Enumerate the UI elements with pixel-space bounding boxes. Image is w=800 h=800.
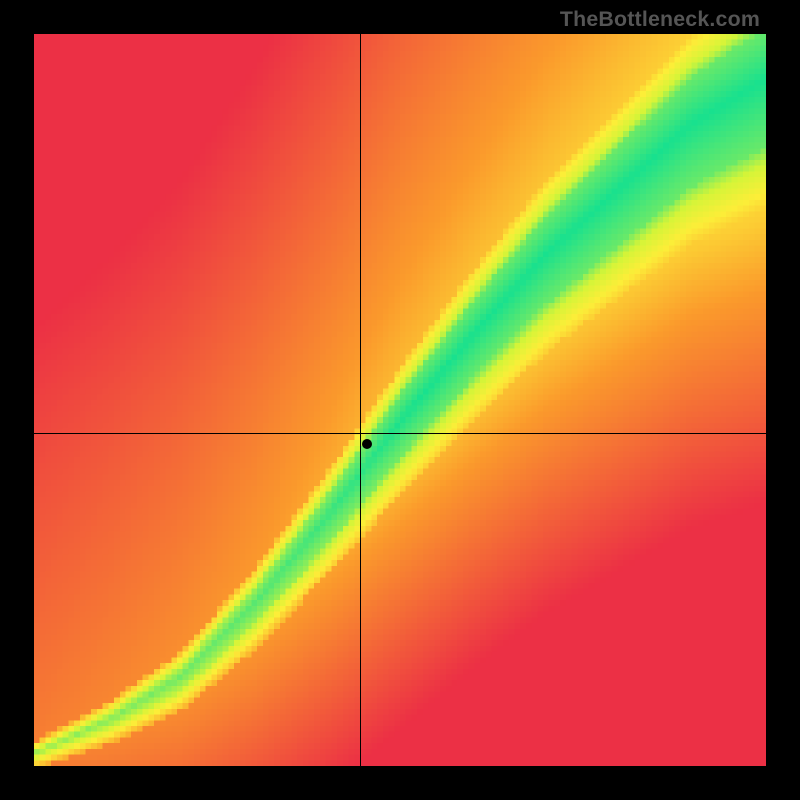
intersection-marker <box>362 439 372 449</box>
watermark-text: TheBottleneck.com <box>560 7 760 32</box>
plot-area <box>34 34 766 766</box>
crosshair-horizontal <box>34 433 766 434</box>
plot-frame <box>34 34 766 766</box>
crosshair-vertical <box>360 34 361 766</box>
heatmap-canvas <box>34 34 766 766</box>
outer-frame: TheBottleneck.com <box>0 0 800 800</box>
